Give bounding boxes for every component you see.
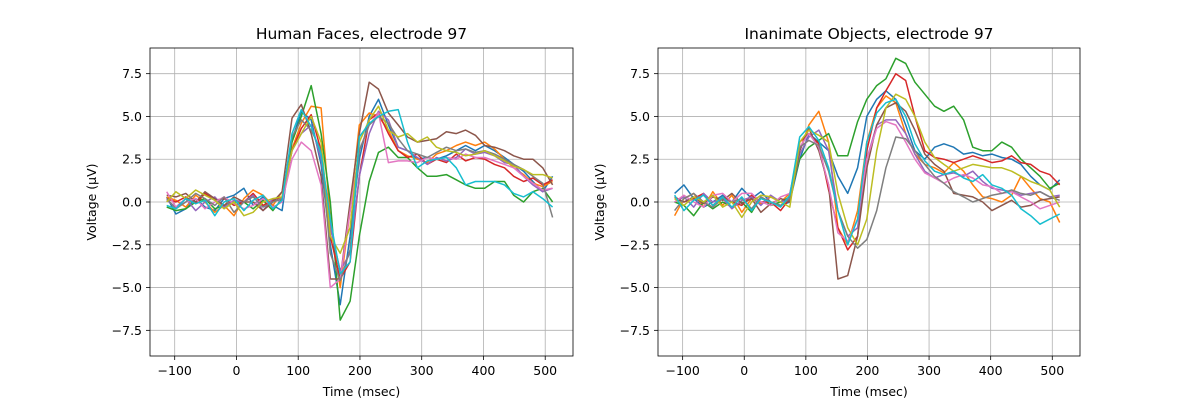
y-tick-label: 7.5 <box>630 66 650 81</box>
x-tick-label: 0 <box>232 363 240 378</box>
x-tick-label: 300 <box>410 363 434 378</box>
series-line-2 <box>166 105 553 289</box>
y-axis-label: Voltage (µV) <box>84 163 99 240</box>
y-tick-label: −5.0 <box>112 280 142 295</box>
series-line-7 <box>674 120 1060 243</box>
x-tick-label: 200 <box>348 363 372 378</box>
y-tick-label: 5.0 <box>630 109 650 124</box>
y-tick-label: 2.5 <box>630 152 650 167</box>
x-tick-label: 200 <box>856 363 880 378</box>
x-tick-label: 0 <box>740 363 748 378</box>
series-line-10 <box>673 98 1061 246</box>
x-tick-label: 500 <box>1040 363 1064 378</box>
y-tick-label: −7.5 <box>112 323 142 338</box>
chart-title: Human Faces, electrode 97 <box>256 25 467 43</box>
series-group <box>166 81 554 321</box>
x-tick-label: 500 <box>533 363 557 378</box>
x-axis-label: Time (msec) <box>322 384 401 399</box>
x-tick-label: −100 <box>665 363 699 378</box>
y-tick-label: −2.5 <box>112 237 142 252</box>
y-tick-label: 0.0 <box>630 195 650 210</box>
x-tick-label: 400 <box>979 363 1003 378</box>
y-tick-label: 5.0 <box>122 109 142 124</box>
y-tick-label: 0.0 <box>122 195 142 210</box>
x-tick-label: −100 <box>158 363 192 378</box>
chart-panel-1: −100 0 100 200 300 400 500 −7.5 −5.0 −2.5 0.0 2.5 5.… <box>84 25 574 399</box>
y-tick-label: 2.5 <box>122 152 142 167</box>
chart-title: Inanimate Objects, electrode 97 <box>744 25 993 43</box>
y-tick-label: −7.5 <box>620 323 650 338</box>
x-axis-label: Time (msec) <box>829 384 908 399</box>
series-group <box>673 57 1061 280</box>
x-tick-label: 400 <box>472 363 496 378</box>
series-line-1 <box>674 90 1061 208</box>
y-axis-label: Voltage (µV) <box>592 163 607 240</box>
series-line-4 <box>674 72 1061 251</box>
x-tick-label: 100 <box>794 363 818 378</box>
y-tick-label: −5.0 <box>620 280 650 295</box>
y-tick-label: 7.5 <box>122 66 142 81</box>
series-line-1 <box>166 98 554 306</box>
y-tick-label: −2.5 <box>620 237 650 252</box>
series-line-5 <box>166 110 553 272</box>
series-line-9 <box>674 93 1061 246</box>
x-tick-label: 300 <box>917 363 941 378</box>
chart-panel-2: −100 0 100 200 300 400 500 −7.5 −5.0 −2.5 0.0 2.5 5.… <box>592 25 1081 399</box>
series-line-10 <box>166 108 554 275</box>
x-tick-label: 100 <box>286 363 310 378</box>
